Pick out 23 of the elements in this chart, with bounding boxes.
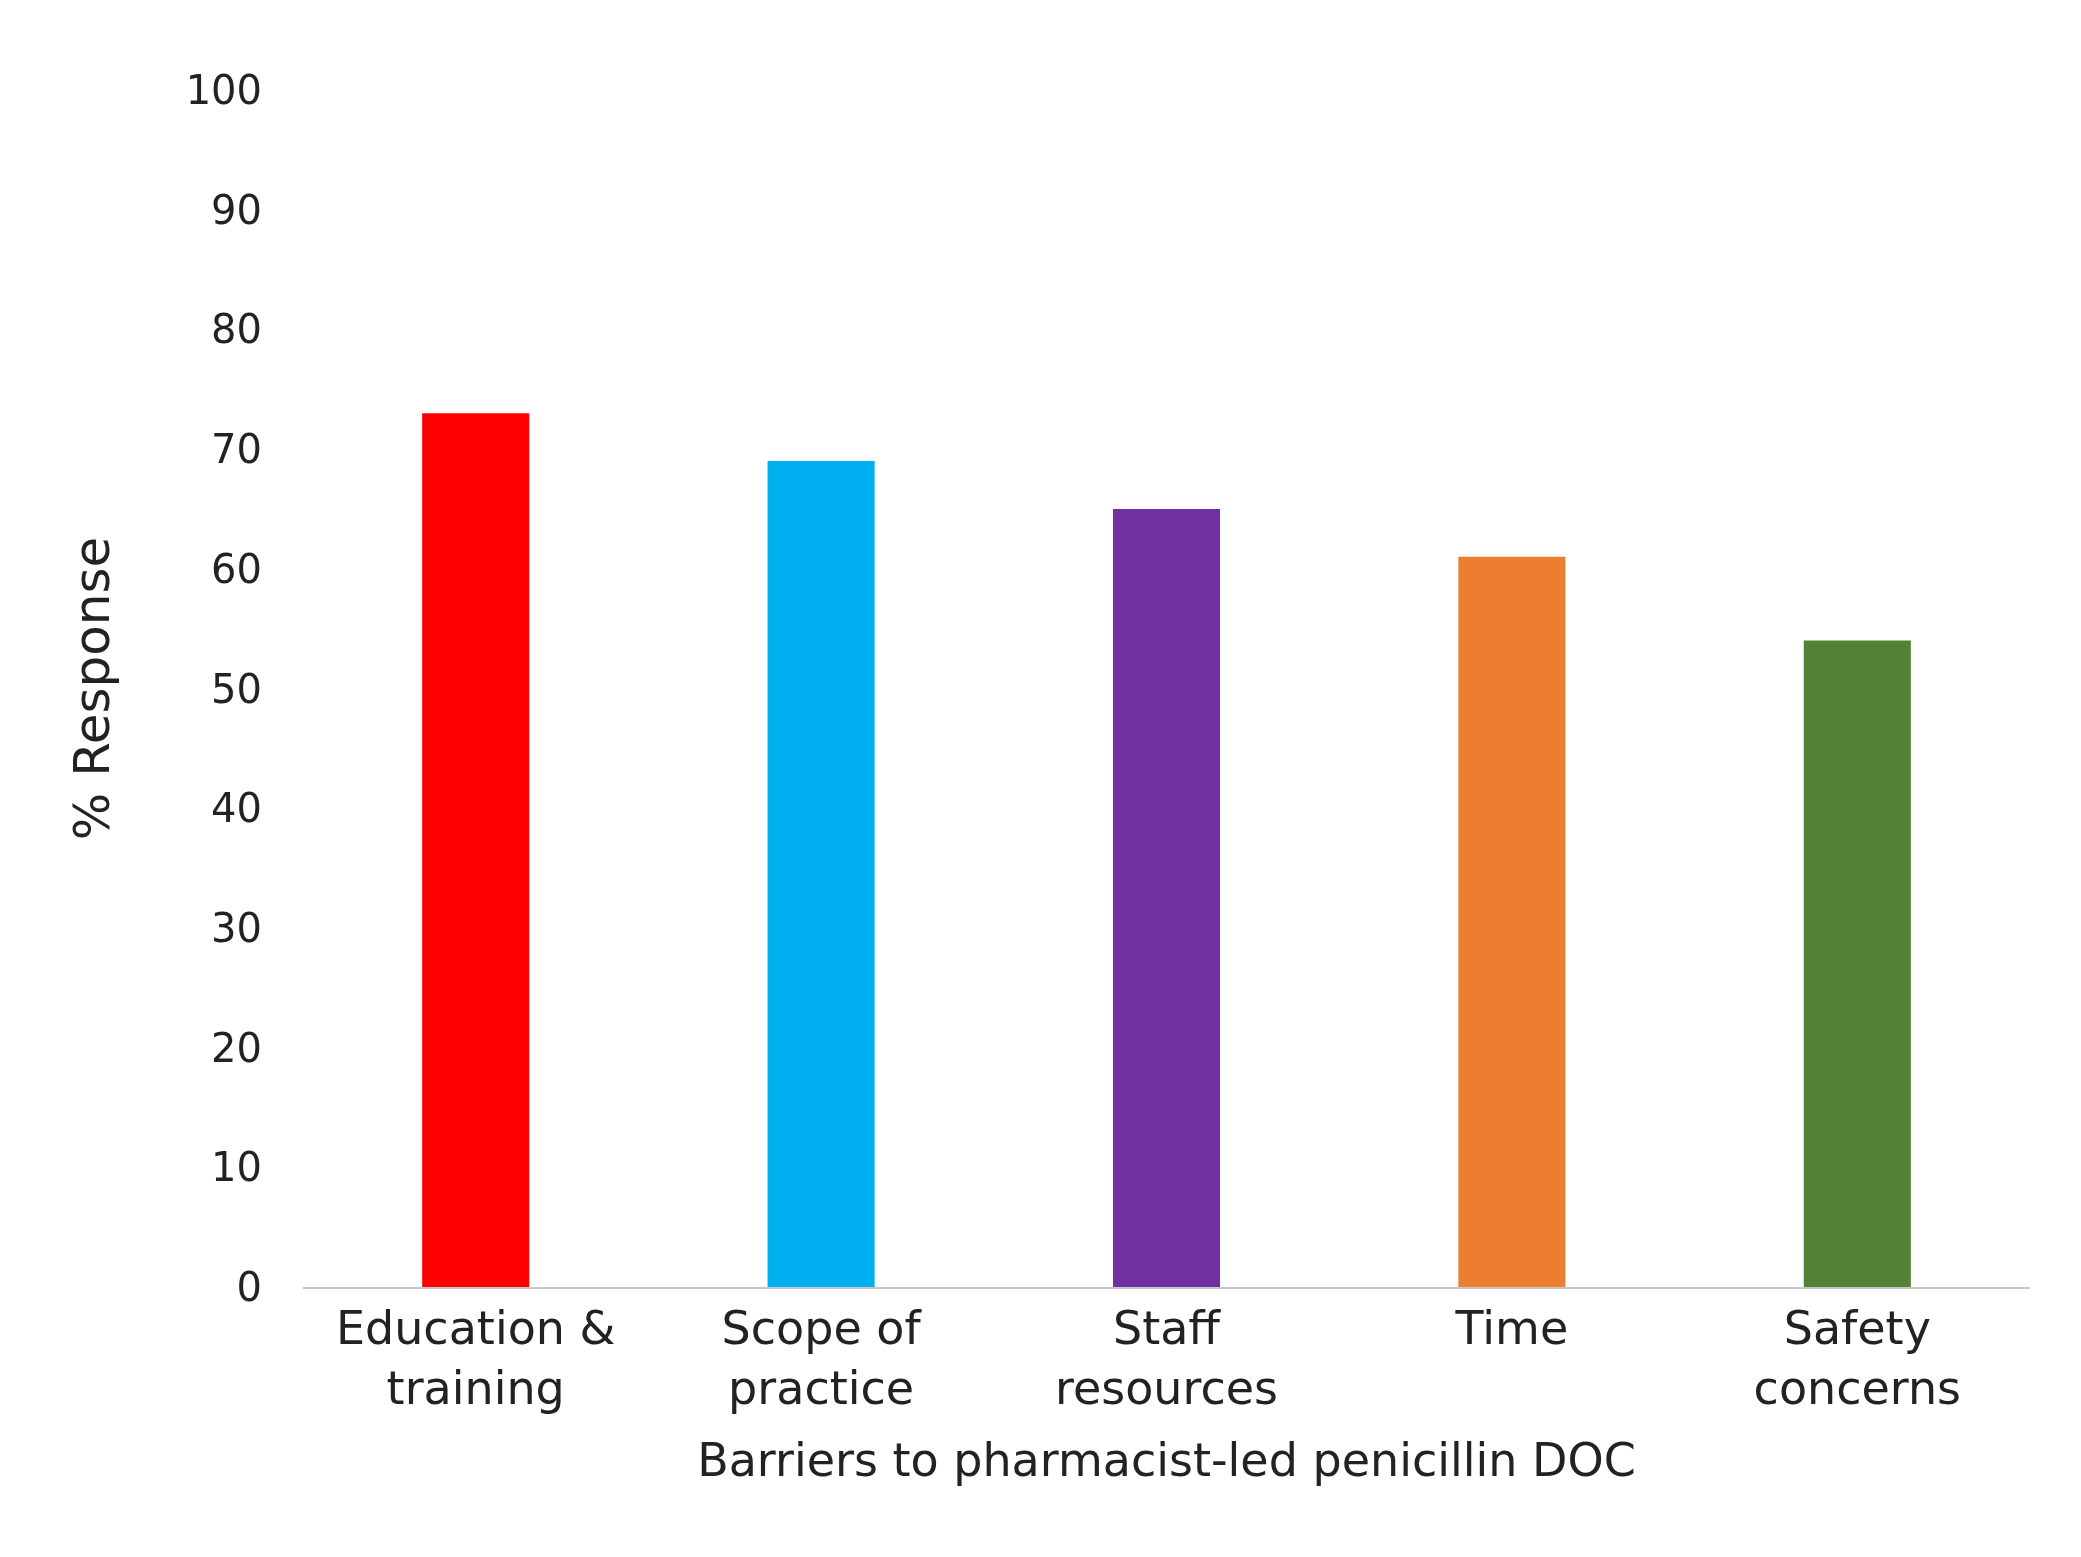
x-tick-label: Staff resources bbox=[1055, 1301, 1278, 1415]
y-tick-label: 70 bbox=[211, 426, 262, 473]
y-tick-label: 0 bbox=[236, 1264, 262, 1310]
y-tick-label: 40 bbox=[211, 785, 262, 832]
x-axis-title: Barriers to pharmacist-led penicillin DOC bbox=[697, 1433, 1636, 1488]
bar bbox=[1458, 556, 1566, 1287]
bar bbox=[422, 413, 530, 1287]
y-tick-label: 30 bbox=[211, 904, 262, 951]
y-tick-label: 20 bbox=[211, 1024, 262, 1071]
x-tick-label: Scope of practice bbox=[721, 1301, 923, 1415]
y-tick-label: 50 bbox=[211, 665, 262, 712]
x-tick-label: Safety concerns bbox=[1753, 1301, 1961, 1415]
y-tick-label: 90 bbox=[211, 186, 262, 233]
x-tick-label: Time bbox=[1454, 1301, 1569, 1356]
y-tick-label: 60 bbox=[211, 545, 262, 592]
y-tick-label: 80 bbox=[211, 306, 262, 353]
y-tick-label: 100 bbox=[185, 67, 262, 113]
x-tick-label: Education & training bbox=[335, 1301, 616, 1415]
y-axis-title: % Response bbox=[62, 536, 121, 841]
bar bbox=[1803, 640, 1911, 1287]
bar bbox=[1112, 508, 1221, 1287]
y-tick-label: 10 bbox=[211, 1144, 262, 1191]
bar bbox=[767, 461, 875, 1287]
